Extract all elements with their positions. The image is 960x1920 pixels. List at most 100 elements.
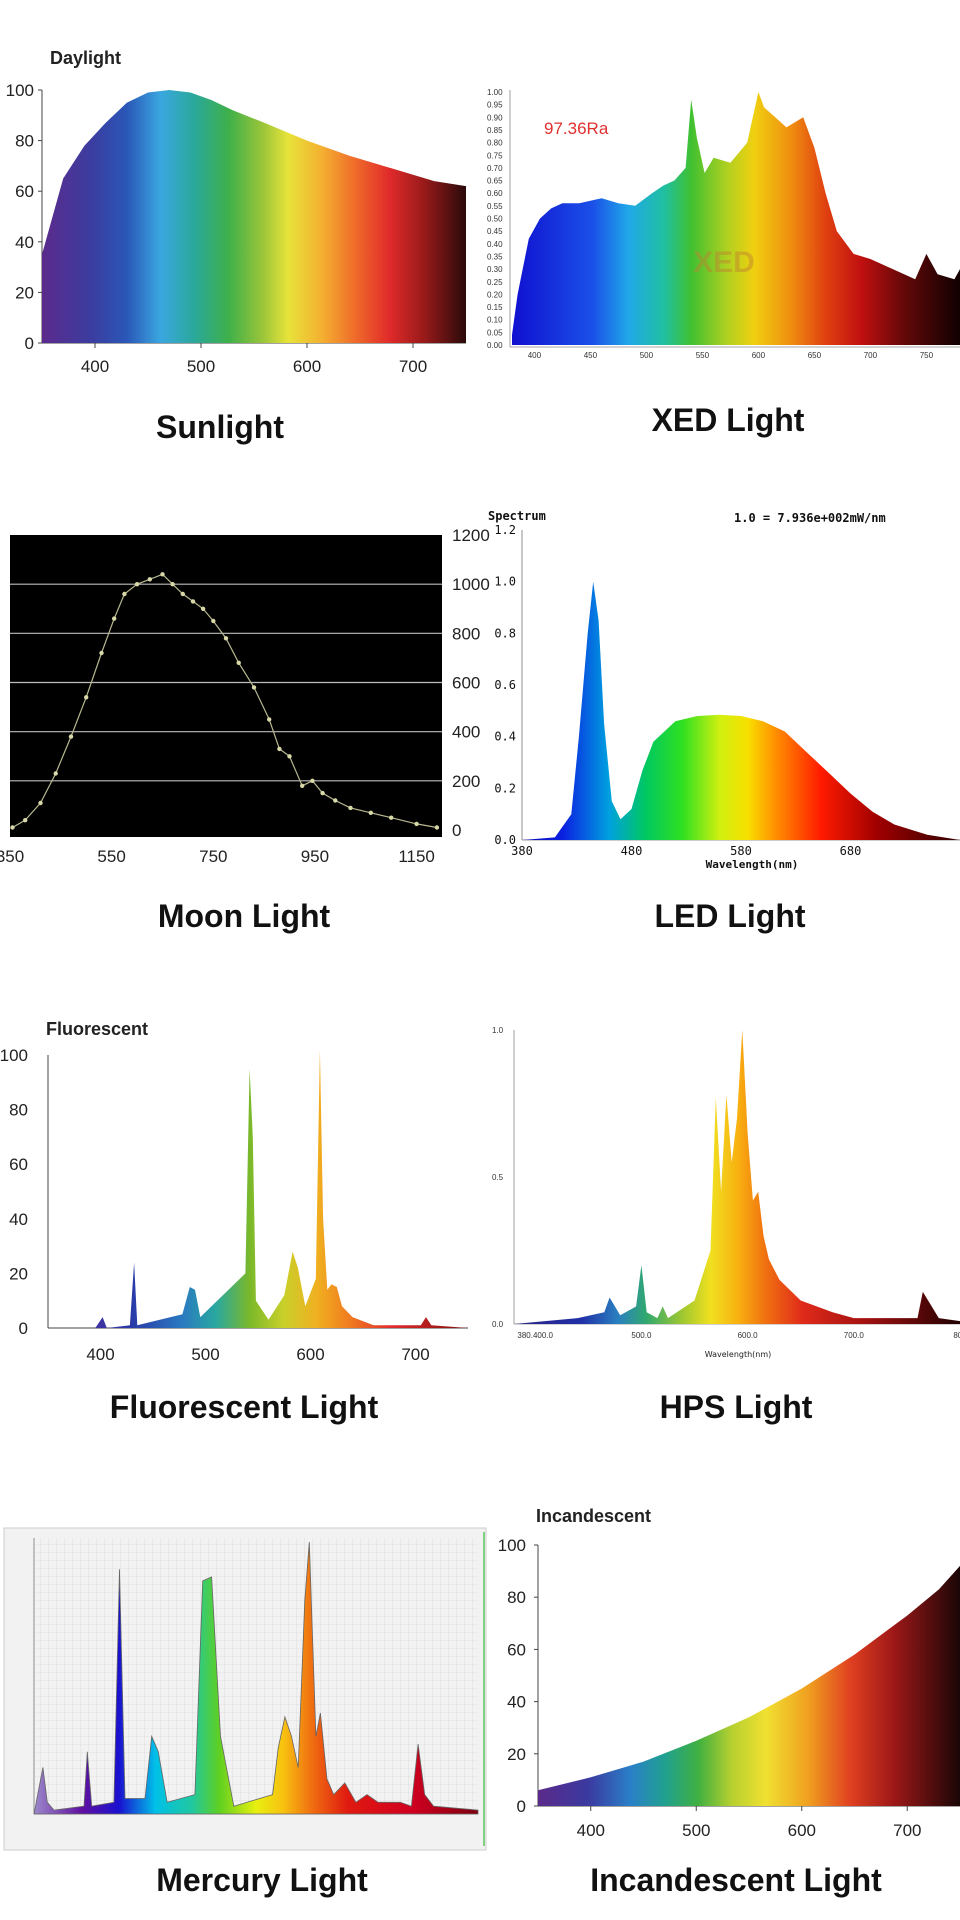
xed-watermark: XED bbox=[693, 246, 755, 279]
y-tick-label: 0.0 bbox=[494, 833, 516, 847]
y-tick-label: 40 bbox=[507, 1693, 526, 1712]
moon-x-tick-labels: 350 550 750 950 1150 bbox=[0, 847, 435, 866]
moon-data-point bbox=[38, 800, 43, 806]
incandescent-spectrum-area bbox=[538, 1565, 960, 1806]
moon-data-point bbox=[414, 821, 419, 827]
x-tick-label: 400 bbox=[528, 351, 542, 360]
y-tick-label: 0.4 bbox=[494, 730, 516, 744]
moon-data-point bbox=[236, 660, 241, 665]
x-tick-label: 580 bbox=[730, 844, 752, 858]
y-tick-label: 0.50 bbox=[487, 215, 503, 224]
y-tick-label: 600 bbox=[452, 674, 480, 693]
y-tick-label: 0.8 bbox=[494, 626, 516, 640]
y-tick-label: 0.35 bbox=[487, 252, 503, 261]
moon-data-point bbox=[310, 778, 315, 783]
xed-cri-annotation: 97.36Ra bbox=[544, 119, 609, 138]
y-tick-label: 0.25 bbox=[487, 278, 503, 287]
moon-data-point bbox=[122, 591, 127, 597]
incandescent-y-tick-labels: 0 20 40 60 80 100 bbox=[498, 1536, 538, 1816]
x-tick-label: 950 bbox=[301, 847, 329, 866]
y-tick-label: 0.15 bbox=[487, 303, 503, 312]
x-tick-label: 650 bbox=[808, 351, 822, 360]
x-tick-label: 700 bbox=[399, 357, 427, 376]
x-tick-label: 500 bbox=[187, 357, 215, 376]
y-tick-label: 200 bbox=[452, 772, 480, 791]
y-tick-label: 0.75 bbox=[487, 151, 503, 160]
panel-fluorescent: Fluorescent 0 20 40 60 80 100 400 500 600 700 Fl… bbox=[0, 1019, 468, 1425]
moon-data-point bbox=[277, 746, 282, 752]
y-tick-label: 0.20 bbox=[487, 290, 503, 299]
moon-data-point bbox=[320, 790, 325, 796]
moon-y-tick-labels: 0 200 400 600 800 1000 1200 bbox=[452, 526, 490, 840]
fluorescent-spectrum-area bbox=[48, 1049, 468, 1328]
y-tick-label: 0.80 bbox=[487, 139, 503, 148]
y-tick-label: 60 bbox=[507, 1640, 526, 1659]
x-tick-label: 500 bbox=[640, 351, 654, 360]
fluorescent-y-tick-labels: 0 20 40 60 80 100 bbox=[0, 1046, 28, 1338]
x-tick-label: 700 bbox=[401, 1345, 429, 1364]
y-tick-label: 1.0 bbox=[494, 575, 516, 589]
moon-data-point bbox=[170, 582, 175, 587]
x-tick-label: 350 bbox=[0, 847, 24, 866]
panel-moon: 0 200 400 600 800 1000 1200 350 550 750 950 1150 M… bbox=[0, 526, 490, 934]
y-tick-label: 0.70 bbox=[487, 164, 503, 173]
led-x-tick-labels: 380 480 580 680 bbox=[511, 844, 861, 858]
moon-data-point bbox=[348, 805, 353, 811]
x-tick-label: 1150 bbox=[398, 847, 435, 866]
moon-data-point bbox=[112, 616, 117, 621]
y-tick-label: 40 bbox=[15, 233, 34, 252]
led-y-tick-labels: 0.0 0.2 0.4 0.6 0.8 1.0 1.2 bbox=[494, 523, 516, 847]
moon-data-point bbox=[190, 599, 196, 604]
y-tick-label: 0.05 bbox=[487, 328, 503, 337]
y-tick-label: 1.0 bbox=[492, 1026, 504, 1035]
led-caption: LED Light bbox=[654, 898, 805, 934]
y-tick-label: 1000 bbox=[452, 575, 490, 594]
moon-data-point bbox=[84, 695, 89, 700]
moon-data-point bbox=[287, 754, 292, 759]
moon-gridlines bbox=[10, 583, 442, 782]
y-tick-label: 0.0 bbox=[492, 1320, 504, 1329]
led-spectrum-area bbox=[522, 581, 960, 840]
moon-data-point bbox=[333, 798, 338, 803]
moon-spectrum-line bbox=[12, 573, 438, 829]
y-tick-label: 800 bbox=[452, 624, 480, 643]
panel-mercury: Mercury Light bbox=[3, 1527, 487, 1898]
moon-data-point bbox=[180, 591, 185, 597]
y-tick-label: 0 bbox=[517, 1797, 526, 1816]
moon-data-point bbox=[99, 650, 104, 656]
panel-led: Spectrum 1.0 = 7.936e+002mW/nm 0.0 0.2 0.4… bbox=[488, 509, 960, 934]
x-tick-label: 600 bbox=[752, 351, 766, 360]
incandescent-chart-title: Incandescent bbox=[536, 1506, 651, 1526]
moon-data-point bbox=[300, 783, 305, 788]
moon-data-point bbox=[211, 618, 216, 624]
xed-spectrum-area bbox=[512, 92, 960, 345]
led-header-right: 1.0 = 7.936e+002mW/nm bbox=[734, 511, 886, 525]
y-tick-label: 20 bbox=[15, 283, 34, 302]
y-tick-label: 40 bbox=[9, 1210, 28, 1229]
x-tick-label: 480 bbox=[621, 844, 643, 858]
x-tick-label: 700 bbox=[893, 1821, 921, 1840]
moon-plot-background bbox=[10, 535, 442, 837]
y-tick-label: 0.40 bbox=[487, 240, 503, 249]
x-tick-label: 750 bbox=[199, 847, 227, 866]
y-tick-label: 0 bbox=[25, 334, 34, 353]
x-tick-label: 600 bbox=[296, 1345, 324, 1364]
x-tick-label: 800 bbox=[953, 1331, 960, 1340]
y-tick-label: 20 bbox=[9, 1264, 28, 1283]
y-tick-label: 0.60 bbox=[487, 189, 503, 198]
xed-caption: XED Light bbox=[652, 402, 805, 438]
moon-data-point bbox=[223, 636, 229, 641]
sunlight-chart-title: Daylight bbox=[50, 48, 121, 68]
moon-data-point bbox=[10, 825, 15, 830]
panel-sunlight: Daylight 0 20 40 60 80 100 400 500 600 700 Sunli… bbox=[6, 48, 466, 445]
moon-data-point bbox=[53, 771, 58, 776]
mercury-gridlines bbox=[34, 1538, 478, 1814]
led-x-axis-label: Wavelength(nm) bbox=[706, 858, 799, 871]
fluorescent-caption: Fluorescent Light bbox=[110, 1389, 379, 1425]
hps-spectrum-area bbox=[514, 1030, 960, 1324]
y-tick-label: 0.00 bbox=[487, 341, 503, 350]
x-tick-label: 380 bbox=[511, 844, 533, 858]
x-tick-label: 500 bbox=[191, 1345, 219, 1364]
incandescent-caption: Incandescent Light bbox=[590, 1862, 882, 1898]
moon-data-point bbox=[68, 734, 74, 739]
